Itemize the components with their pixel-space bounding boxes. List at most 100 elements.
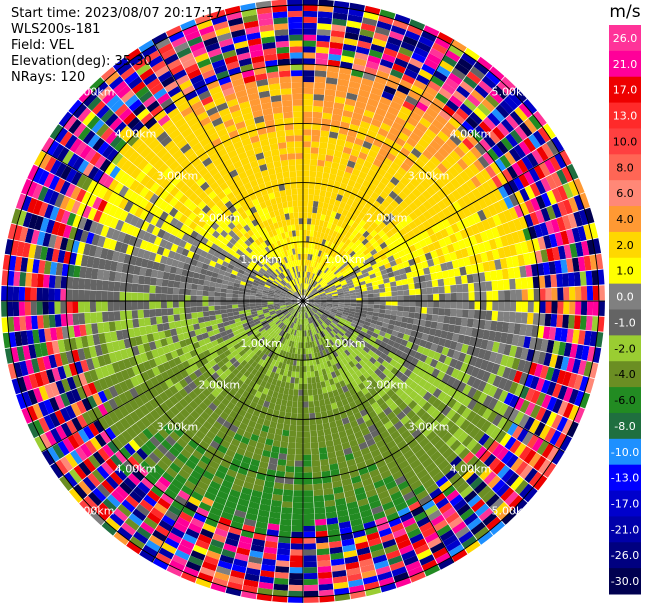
velocity-gate — [317, 201, 324, 209]
velocity-gate — [396, 285, 404, 291]
velocity-gate — [370, 213, 378, 222]
velocity-gate — [295, 437, 303, 444]
velocity-gate — [418, 95, 432, 107]
velocity-gate — [346, 160, 356, 169]
velocity-gate — [208, 310, 216, 316]
velocity-gate — [331, 230, 338, 238]
velocity-gate — [515, 289, 522, 301]
velocity-gate — [330, 257, 337, 265]
velocity-gate — [18, 286, 26, 301]
velocity-gate — [579, 271, 587, 286]
velocity-gate — [580, 286, 588, 301]
velocity-gate — [310, 436, 318, 443]
velocity-gate — [487, 148, 499, 162]
velocity-gate — [360, 255, 368, 263]
velocity-gate — [326, 149, 335, 157]
velocity-gate — [329, 284, 336, 289]
velocity-gate — [309, 272, 313, 279]
velocity-gate — [317, 287, 323, 292]
velocity-gate — [490, 270, 498, 281]
velocity-gate — [403, 301, 410, 307]
velocity-gate — [432, 167, 444, 178]
velocity-gate — [477, 155, 490, 169]
velocity-gate — [314, 70, 327, 78]
velocity-gate — [434, 231, 444, 241]
velocity-gate — [305, 241, 309, 248]
velocity-gate — [451, 189, 462, 201]
velocity-gate — [303, 224, 307, 230]
velocity-gate — [439, 174, 450, 186]
velocity-gate — [144, 276, 151, 285]
velocity-gate — [385, 195, 394, 204]
velocity-gate — [387, 74, 402, 85]
velocity-gate — [202, 290, 209, 296]
velocity-gate — [220, 305, 227, 310]
velocity-gate — [426, 258, 435, 267]
velocity-gate — [468, 292, 475, 301]
velocity-gate — [318, 238, 323, 245]
velocity-gate — [470, 66, 485, 80]
velocity-gate — [37, 273, 44, 288]
velocity-gate — [178, 307, 186, 314]
velocity-gate — [313, 230, 318, 238]
velocity-gate — [303, 567, 318, 574]
velocity-gate — [307, 212, 313, 219]
velocity-gate — [328, 131, 339, 139]
velocity-gate — [399, 176, 410, 187]
velocity-gate — [288, 578, 303, 586]
velocity-gate — [461, 120, 475, 134]
velocity-gate — [513, 144, 526, 159]
velocity-gate — [336, 286, 343, 290]
velocity-gate — [531, 149, 544, 165]
velocity-gate — [384, 309, 392, 315]
velocity-gate — [494, 158, 507, 172]
velocity-gate — [312, 281, 317, 287]
velocity-gate — [343, 190, 351, 199]
velocity-gate — [325, 290, 332, 294]
velocity-gate — [303, 229, 307, 236]
velocity-gate — [459, 228, 469, 240]
velocity-gate — [184, 307, 192, 314]
velocity-gate — [568, 314, 575, 329]
velocity-gate — [310, 287, 315, 293]
velocity-gate — [303, 153, 311, 160]
velocity-gate — [375, 133, 386, 143]
velocity-gate — [345, 276, 352, 282]
velocity-gate — [202, 301, 209, 307]
velocity-gate — [303, 507, 315, 515]
velocity-gate — [533, 111, 547, 127]
velocity-gate — [379, 309, 386, 314]
velocity-gate — [438, 286, 445, 294]
velocity-gate — [323, 494, 335, 502]
velocity-gate — [494, 237, 503, 249]
velocity-gate — [143, 284, 150, 293]
velocity-gate — [208, 301, 215, 306]
velocity-gate — [449, 276, 456, 286]
velocity-gate — [174, 320, 182, 329]
velocity-gate — [322, 112, 333, 120]
velocity-gate — [362, 248, 370, 256]
velocity-gate — [486, 178, 498, 191]
velocity-gate — [416, 183, 426, 194]
velocity-gate — [303, 437, 311, 444]
velocity-gate — [319, 291, 326, 295]
velocity-gate — [317, 435, 326, 443]
velocity-gate — [280, 513, 292, 520]
velocity-gate — [149, 285, 156, 294]
velocity-gate — [172, 301, 179, 308]
velocity-gate — [373, 308, 380, 313]
velocity-gate — [427, 207, 437, 217]
velocity-gate — [332, 156, 341, 164]
velocity-gate — [390, 68, 404, 79]
velocity-gate — [313, 281, 318, 288]
velocity-gate — [456, 209, 467, 220]
velocity-gate — [303, 218, 308, 225]
velocity-gate — [293, 490, 303, 497]
velocity-gate — [178, 294, 185, 301]
velocity-gate — [392, 186, 402, 196]
velocity-gate — [417, 194, 427, 204]
velocity-gate — [448, 117, 461, 129]
velocity-gate — [316, 171, 323, 179]
velocity-gate — [303, 235, 307, 242]
velocity-gate — [307, 278, 311, 285]
